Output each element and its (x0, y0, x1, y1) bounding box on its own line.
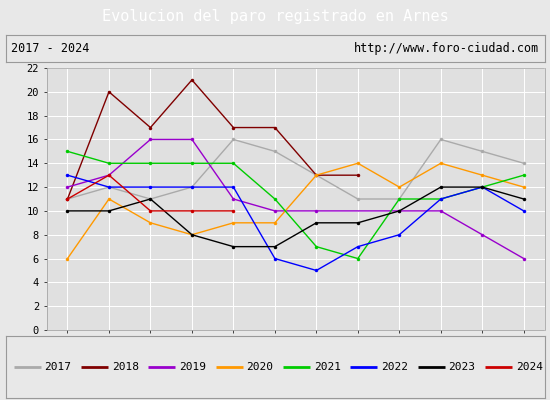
Text: 2017 - 2024: 2017 - 2024 (11, 42, 89, 55)
Text: http://www.foro-ciudad.com: http://www.foro-ciudad.com (354, 42, 539, 55)
Text: 2022: 2022 (381, 362, 408, 372)
Text: 2024: 2024 (516, 362, 543, 372)
Text: 2021: 2021 (314, 362, 341, 372)
Text: 2018: 2018 (112, 362, 139, 372)
Text: 2017: 2017 (45, 362, 72, 372)
Text: 2023: 2023 (449, 362, 476, 372)
Text: 2020: 2020 (246, 362, 273, 372)
Text: 2019: 2019 (179, 362, 206, 372)
Text: Evolucion del paro registrado en Arnes: Evolucion del paro registrado en Arnes (102, 10, 448, 24)
